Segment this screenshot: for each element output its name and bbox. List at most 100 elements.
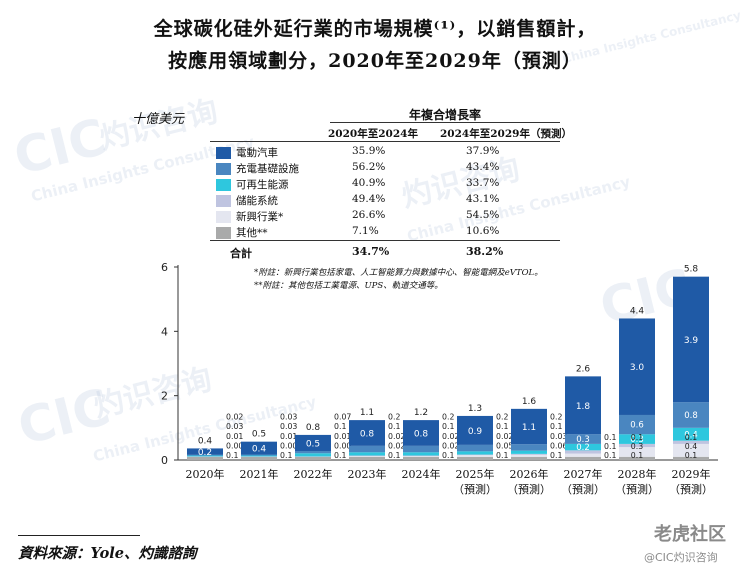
data-label-ev: 0.2	[198, 448, 212, 458]
legend-item: 儲能系統	[216, 193, 278, 208]
data-label-small: 0.02	[226, 413, 243, 422]
data-label-ev: 0.8	[360, 429, 375, 439]
bar-segment	[403, 420, 439, 446]
cagr-b-value: 10.6%	[466, 225, 500, 237]
bar-segment	[295, 453, 331, 457]
cagr-b-value: 54.5%	[466, 209, 500, 221]
total-label-value: 1.2	[414, 408, 428, 418]
data-label-inside: 0.6	[630, 421, 644, 431]
x-tick-label-sub: （預測）	[615, 482, 659, 496]
source-note: 資料來源：Yole、灼識諮詢	[18, 545, 197, 562]
data-label-small: 0.03	[226, 422, 243, 431]
bar-segment	[187, 456, 223, 457]
y-tick-label: 0	[161, 454, 168, 467]
bar-segment	[187, 455, 223, 457]
data-label-small: 0.01	[334, 432, 351, 441]
data-label-small: 0.02	[442, 432, 459, 441]
total-label-value: 0.8	[306, 423, 321, 433]
y-tick-label: 4	[161, 325, 168, 338]
legend-label: 新興行業*	[236, 211, 284, 223]
cagr-a-value: 7.1%	[352, 225, 379, 237]
bar-segment	[511, 456, 547, 460]
bar-segment	[295, 456, 331, 460]
bar-segment	[619, 456, 655, 460]
bar-segment	[565, 450, 601, 454]
data-label-small: 0.1	[604, 433, 616, 442]
data-label-small: 0.1	[685, 451, 697, 460]
cagr-header-rule	[330, 122, 560, 123]
legend-item: 可再生能源	[216, 177, 289, 192]
data-label-small: 0.1	[334, 422, 346, 431]
bar-segment	[241, 441, 277, 455]
data-label-small: 0.02	[442, 441, 459, 450]
total-label-value: 5.8	[684, 265, 699, 275]
bar-segment	[187, 448, 223, 455]
data-label-small: 0.01	[280, 432, 297, 441]
cagr-b-value: 33.7%	[466, 177, 500, 189]
bar-segment	[565, 456, 601, 460]
chart-title-line1: 全球碳化硅外延行業的市場規模⁽¹⁾，以銷售額計，	[153, 18, 597, 40]
y-tick-label: 6	[161, 261, 168, 274]
data-label-ev: 3.0	[630, 363, 645, 373]
x-tick-label-sub: （預測）	[669, 482, 713, 496]
data-label-ev: 0.5	[306, 439, 320, 449]
legend-label: 充電基礎設施	[236, 163, 299, 175]
data-label-inside: 0.2	[576, 443, 590, 453]
x-tick-label: 2027年	[564, 467, 603, 481]
bar-segment	[349, 456, 385, 460]
bar-segment	[295, 450, 331, 454]
data-label-small: 0.1	[442, 422, 454, 431]
cagr-col-a-header: 2020年至2024年	[328, 128, 418, 140]
cagr-b-value: 43.1%	[466, 193, 500, 205]
legend-swatch	[216, 194, 231, 207]
total-label: 合計	[230, 247, 252, 260]
bar-segment	[619, 443, 655, 448]
data-label-small: 0.1	[496, 422, 508, 431]
data-label-small: 0.1	[604, 451, 616, 460]
brand-subtitle: @CIC灼识咨询	[644, 551, 718, 564]
bar-segment	[673, 427, 709, 441]
bar-segment	[565, 376, 601, 435]
bar-segment	[295, 456, 331, 457]
bar-segment	[187, 456, 223, 460]
bar-segment	[457, 455, 493, 457]
data-label-small: 0.01	[226, 432, 243, 441]
bar-segment	[619, 414, 655, 435]
bar-segment	[241, 456, 277, 457]
bar-segment	[565, 434, 601, 444]
data-label-small: 0.1	[388, 451, 400, 460]
x-tick-label: 2024年	[402, 467, 441, 481]
data-label-ev: 0.8	[414, 429, 429, 439]
data-label-small: 0.02	[388, 432, 405, 441]
legend-swatch	[216, 178, 231, 191]
cagr-a-value: 40.9%	[352, 177, 386, 189]
legend-item: 充電基礎設施	[216, 161, 299, 176]
data-label-small: 0.1	[550, 422, 562, 431]
total-cagr-a: 34.7%	[352, 245, 390, 258]
data-label-small: 0.1	[631, 451, 643, 460]
bar-segment	[241, 456, 277, 460]
bar-segment	[673, 456, 709, 460]
data-label-small: 0.03	[280, 422, 297, 431]
bar-segment	[457, 451, 493, 455]
data-label-ev: 0.9	[468, 427, 483, 437]
bar-segment	[619, 447, 655, 457]
data-label-small: 0.03	[550, 432, 567, 441]
brand-mark: 老虎社区	[654, 524, 726, 545]
bar-segment	[511, 444, 547, 451]
data-label-small: 0.06	[550, 441, 567, 450]
total-label-value: 1.3	[468, 404, 482, 414]
data-label-small: 0.1	[631, 433, 643, 442]
data-label-inside: 0.3	[630, 435, 644, 445]
bar-segment	[241, 454, 277, 456]
bar-segment	[619, 434, 655, 444]
bar-segment	[349, 420, 385, 446]
bar-segment	[511, 408, 547, 445]
data-label-small: 0.1	[388, 422, 400, 431]
data-label-small: 0.1	[334, 451, 346, 460]
cagr-b-value: 43.4%	[466, 161, 500, 173]
bar-segment	[403, 452, 439, 456]
legend-label: 電動汽車	[236, 147, 278, 159]
data-label-small: 0.2	[442, 413, 454, 422]
